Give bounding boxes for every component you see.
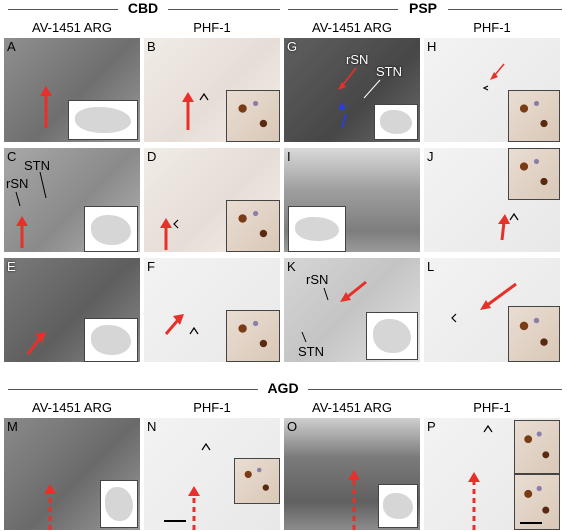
panel-d-phf-image: D: [144, 148, 280, 252]
panel-j-phf-image: J: [424, 148, 560, 252]
micro-inset-top: [514, 420, 560, 474]
panel-k-arg-image: K rSN STN: [284, 258, 420, 362]
inset-thumbnail: [288, 206, 346, 252]
panel-a-arg-image: A: [4, 38, 140, 142]
micro-inset: [234, 458, 280, 504]
panel-label: K: [287, 259, 296, 274]
micro-inset: [226, 310, 280, 362]
panel-l-phf-image: L: [424, 258, 560, 362]
scale-bar: [164, 520, 186, 522]
panel-h-phf-image: H: [424, 38, 560, 142]
panel-label: G: [287, 39, 298, 54]
panel-label: L: [427, 259, 435, 274]
red-arrow: [15, 171, 47, 248]
panel-c-arg-image: C STN rSN: [4, 148, 140, 252]
panel-label: J: [427, 149, 434, 164]
panel-e-arg-image: E: [4, 258, 140, 362]
micro-inset: [226, 200, 280, 252]
agd-rule-left: [8, 389, 258, 390]
micro-inset: [508, 148, 560, 200]
inset-thumbnail: [366, 312, 418, 360]
red-arrow: [482, 63, 505, 91]
red-arrow: [451, 282, 517, 323]
inset-thumbnail: [378, 484, 418, 528]
inset-thumbnail: [84, 206, 138, 252]
micro-inset-bottom: [514, 474, 560, 530]
panel-label: F: [147, 259, 155, 274]
panel-f-phf-image: F: [144, 258, 280, 362]
panel-label: N: [147, 419, 157, 434]
red-arrow: [26, 332, 46, 355]
panel-b-phf-image: B: [144, 38, 280, 142]
col-title-phf-cbd: PHF-1: [193, 20, 231, 35]
col-title-arg-cbd: AV-1451 ARG: [32, 20, 112, 35]
dashed-red-arrow: [44, 484, 56, 530]
scale-bar: [520, 522, 542, 524]
dashed-red-arrow: [348, 470, 360, 530]
panel-label: O: [287, 419, 298, 434]
psp-rule-left: [288, 9, 398, 10]
panel-n-phf-image: N: [144, 418, 280, 530]
red-arrow: [498, 212, 519, 241]
col-title-phf-agd-2: PHF-1: [473, 400, 511, 415]
red-arrow: [40, 86, 52, 128]
stn-label: STN: [298, 344, 324, 359]
cbd-rule-left: [8, 9, 118, 10]
panel-label: I: [287, 149, 291, 164]
stn-label: STN: [24, 158, 50, 173]
psp-rule-right: [448, 9, 562, 10]
panel-label: H: [427, 39, 437, 54]
panel-i-arg-image: I: [284, 148, 420, 252]
panel-label: E: [7, 259, 16, 274]
micro-inset: [508, 306, 560, 362]
inset-thumbnail: [100, 480, 138, 528]
inset-thumbnail: [374, 104, 418, 140]
panel-label: P: [427, 419, 436, 434]
panel-m-arg-image: M: [4, 418, 140, 530]
red-arrow: [160, 218, 179, 250]
rsn-label: rSN: [346, 52, 369, 67]
rsn-label: rSN: [306, 272, 329, 287]
dashed-red-arrow: [188, 442, 211, 530]
panel-label: C: [7, 149, 17, 164]
col-title-phf-agd-1: PHF-1: [193, 400, 231, 415]
col-title-arg-agd-2: AV-1451 ARG: [312, 400, 392, 415]
arrows: [301, 280, 367, 343]
stn-label: STN: [376, 64, 402, 79]
cbd-rule-right: [168, 9, 280, 10]
cbd-header: CBD: [127, 0, 159, 16]
inset-thumbnail: [84, 318, 138, 362]
psp-header: PSP: [408, 0, 437, 16]
red-arrow: [164, 314, 199, 335]
panel-o-arg-image: O: [284, 418, 420, 530]
rsn-label: rSN: [6, 176, 29, 191]
agd-rule-right: [308, 389, 562, 390]
panel-p-phf-image: P: [424, 418, 560, 530]
col-title-arg-agd-1: AV-1451 ARG: [32, 400, 112, 415]
micro-inset: [226, 90, 280, 142]
col-title-phf-psp: PHF-1: [473, 20, 511, 35]
panel-g-arg-image: G rSN STN: [284, 38, 420, 142]
panel-label: B: [147, 39, 156, 54]
col-title-arg-psp: AV-1451 ARG: [312, 20, 392, 35]
red-arrow: [182, 92, 209, 130]
arrows: [338, 67, 381, 129]
panel-label: A: [7, 39, 16, 54]
panel-label: M: [7, 419, 18, 434]
dashed-red-arrow: [468, 424, 493, 530]
agd-header: AGD: [267, 380, 299, 396]
micro-inset: [508, 90, 560, 142]
panel-label: D: [147, 149, 157, 164]
inset-thumbnail: [68, 100, 138, 140]
